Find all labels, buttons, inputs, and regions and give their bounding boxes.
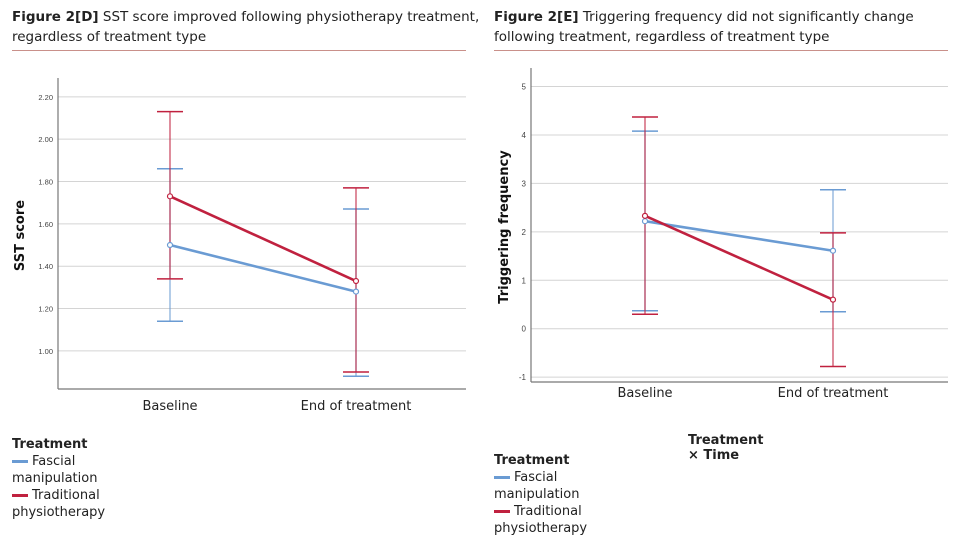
figure-label: Figure 2[E]	[494, 9, 579, 25]
y-tick-label: 2.20	[38, 93, 53, 102]
data-point	[352, 288, 360, 295]
data-point	[641, 212, 649, 219]
y-tick-label: 2	[522, 228, 527, 237]
legend-label: Fascial manipulation	[494, 470, 580, 502]
series-line	[169, 243, 357, 293]
y-tick-label: 4	[522, 131, 527, 140]
legend-label: Fascial manipulation	[12, 454, 98, 486]
x-tick-label: Baseline	[142, 399, 197, 414]
series-line	[644, 219, 834, 253]
x-tick-label: End of treatment	[778, 386, 889, 401]
y-tick-label: 3	[522, 179, 527, 188]
x-tick-label: End of treatment	[301, 399, 412, 414]
figure-title: Figure 2[D] SST score improved following…	[12, 7, 482, 47]
legend-item-fascial: Fascial manipulation	[12, 453, 105, 487]
legend-item-traditional: Traditional physiotherapy	[494, 503, 587, 537]
figure-title: Figure 2[E] Triggering frequency did not…	[494, 7, 962, 47]
divider	[494, 50, 948, 51]
chart-0: 1.00 1.20 1.40 1.60 1.80 2.00 2.20 Baseline End …	[13, 78, 466, 414]
legend-swatch	[494, 510, 510, 513]
y-tick-label: 1.60	[38, 220, 53, 229]
data-point	[829, 296, 837, 303]
figure-caption: Triggering frequency did not significant…	[494, 9, 914, 45]
y-axis-title: SST score	[13, 200, 28, 271]
charts-canvas: 1.00 1.20 1.40 1.60 1.80 2.00 2.20 Baseline End …	[13, 68, 948, 414]
y-tick-label: 2.00	[38, 135, 53, 144]
x-axis-title: Treatment × Time	[688, 433, 764, 463]
series-line	[644, 214, 834, 301]
x-tick-label: Baseline	[617, 386, 672, 401]
data-point	[352, 277, 360, 285]
legend-item-fascial: Fascial manipulation	[494, 469, 587, 503]
legend-swatch	[494, 476, 510, 479]
figure-label: Figure 2[D]	[12, 9, 99, 25]
y-tick-label: 5	[522, 83, 527, 92]
legend-label: Traditional physiotherapy	[494, 504, 588, 536]
y-tick-label: 1.80	[38, 178, 53, 187]
y-tick-label: 0	[522, 325, 527, 334]
y-tick-label: -1	[519, 373, 527, 382]
y-axis-title: Triggering frequency	[497, 150, 512, 304]
legend-swatch	[12, 494, 28, 497]
series-line	[169, 195, 357, 283]
data-point	[166, 193, 174, 200]
y-tick-label: 1	[522, 276, 527, 285]
chart-1: -1 0 1 2 3 4 5 Baseline End of treatment Triggeri…	[497, 68, 948, 401]
data-point	[641, 218, 649, 225]
data-point	[829, 247, 837, 254]
y-tick-label: 1.00	[38, 347, 53, 356]
figure-caption: SST score improved following physiothera…	[12, 9, 480, 45]
data-point	[166, 241, 174, 249]
divider	[12, 50, 466, 51]
y-tick-label: 1.20	[38, 305, 53, 314]
legend-title: Treatment	[494, 453, 570, 468]
y-tick-label: 1.40	[38, 262, 53, 271]
legend-swatch	[12, 460, 28, 463]
legend-title: Treatment	[12, 437, 88, 452]
